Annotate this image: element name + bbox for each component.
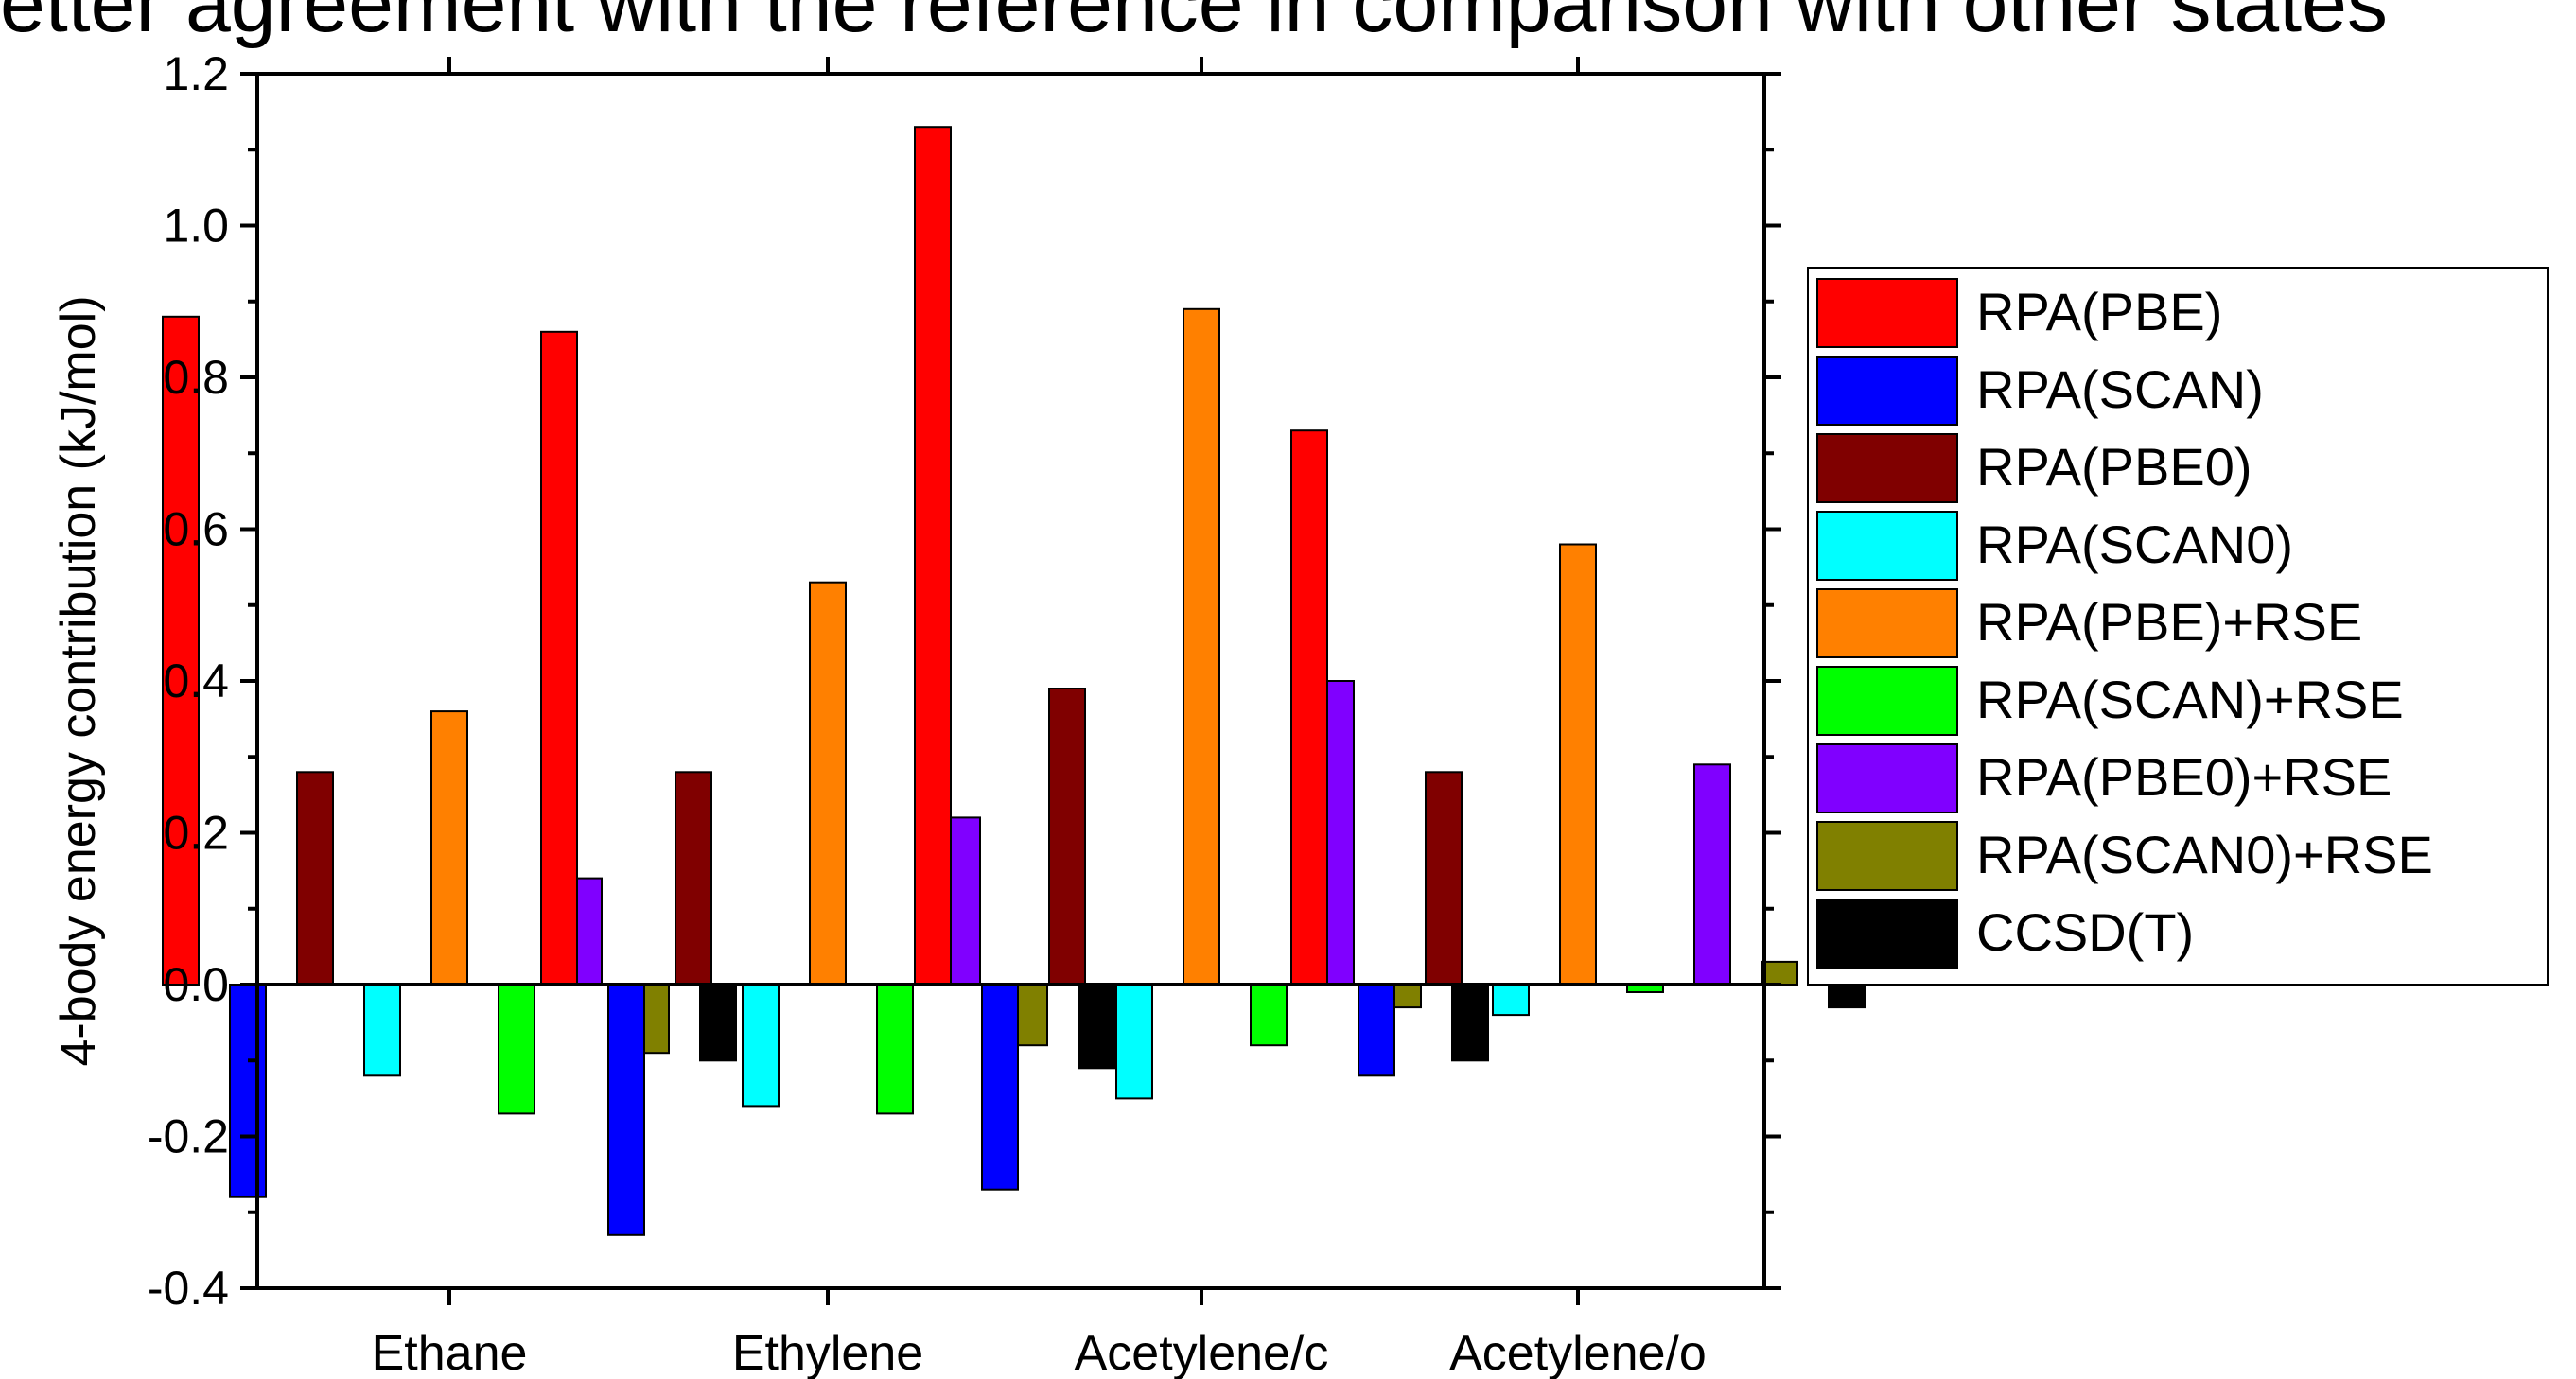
legend-swatch xyxy=(1816,821,1958,891)
x-tick-label: Acetylene/o xyxy=(1449,1326,1707,1379)
x-tick-label: Ethane xyxy=(372,1326,528,1379)
bar-rpa-pbe0-rse-acetylene-o xyxy=(1693,763,1731,986)
y-tick-label: 0.8 xyxy=(163,351,229,404)
bar-rpa-pbe-rse-ethylene xyxy=(809,581,847,986)
ytick-labels: 1.2 1.0 0.8 0.6 0.4 0.2 0.0 -0.2 -0.4 xyxy=(148,47,229,1315)
y-tick-label: 0.2 xyxy=(163,807,229,860)
bars-group xyxy=(162,126,1866,1236)
x-tick-label: Acetylene/c xyxy=(1075,1326,1329,1379)
legend-swatch xyxy=(1816,278,1958,348)
legend-label: CCSD(T) xyxy=(1976,902,2194,962)
legend-label: RPA(PBE)+RSE xyxy=(1976,592,2362,652)
bar-rpa-pbe-rse-ethane xyxy=(430,710,468,986)
legend-label: RPA(SCAN0)+RSE xyxy=(1976,825,2433,884)
bar-rpa-pbe-rse-acetylene-o xyxy=(1559,543,1597,986)
bar-rpa-scan0-rse-acetylene-o xyxy=(1761,960,1798,986)
y-tick-label: -0.2 xyxy=(148,1110,229,1163)
bar-rpa-pbe--ethane xyxy=(162,315,200,986)
bar-rpa-scan0--acetylene-o xyxy=(1492,984,1530,1017)
bar-rpa-scan0--ethylene xyxy=(742,984,780,1108)
bar-rpa-scan--acetylene-c xyxy=(981,984,1019,1191)
legend-swatch xyxy=(1816,356,1958,426)
legend-swatch xyxy=(1816,666,1958,736)
bar-rpa-pbe0--ethylene xyxy=(675,771,712,986)
bar-ccsd-t--acetylene-c xyxy=(1451,984,1489,1062)
legend-swatch xyxy=(1816,588,1958,658)
y-tick-label: -0.4 xyxy=(148,1262,229,1315)
bar-rpa-pbe--ethylene xyxy=(540,330,578,986)
legend: RPA(PBE) RPA(SCAN) RPA(PBE0) RPA(SCAN0) RPA(… xyxy=(1807,267,2549,986)
bar-rpa-pbe0--ethane xyxy=(296,771,334,986)
bar-rpa-pbe--acetylene-c xyxy=(914,126,952,986)
y-tick-label: 0.6 xyxy=(163,503,229,556)
bar-rpa-pbe0--acetylene-o xyxy=(1425,771,1463,986)
bar-rpa-scan-rse-acetylene-c xyxy=(1250,984,1288,1047)
bar-rpa-scan-rse-ethane xyxy=(498,984,535,1115)
bar-ccsd-t--ethane xyxy=(699,984,737,1062)
legend-swatch xyxy=(1816,743,1958,813)
legend-label: RPA(PBE0)+RSE xyxy=(1976,747,2392,807)
y-axis-label: 4-body energy contribution (kJ/mol) xyxy=(51,295,106,1066)
bar-rpa-pbe--acetylene-o xyxy=(1290,429,1328,986)
y-tick-label: 0.0 xyxy=(163,958,229,1011)
y-tick-label: 1.2 xyxy=(163,47,229,100)
legend-swatch xyxy=(1816,511,1958,581)
bar-ccsd-t--ethylene xyxy=(1078,984,1115,1070)
bar-rpa-scan0--ethane xyxy=(363,984,401,1077)
bar-rpa-scan0--acetylene-c xyxy=(1115,984,1153,1100)
legend-label: RPA(SCAN) xyxy=(1976,359,2264,419)
legend-label: RPA(SCAN0) xyxy=(1976,515,2293,574)
ticks-group xyxy=(240,57,1781,1305)
bar-ccsd-t--acetylene-o xyxy=(1828,984,1866,1009)
y-tick-label: 0.4 xyxy=(163,655,229,707)
bar-rpa-pbe0--acetylene-c xyxy=(1048,688,1086,986)
legend-label: RPA(SCAN)+RSE xyxy=(1976,670,2404,729)
bar-rpa-scan--ethane xyxy=(229,984,267,1198)
bar-rpa-pbe-rse-acetylene-c xyxy=(1183,307,1220,986)
top-caption: etter agreement with the reference in co… xyxy=(0,0,2388,49)
legend-swatch xyxy=(1816,899,1958,969)
bar-rpa-scan--ethylene xyxy=(607,984,645,1236)
bar-rpa-scan--acetylene-o xyxy=(1358,984,1395,1077)
x-tick-label: Ethylene xyxy=(732,1326,923,1379)
y-tick-label: 1.0 xyxy=(163,200,229,253)
bar-rpa-scan-rse-ethylene xyxy=(876,984,914,1115)
xtick-labels: Ethane Ethylene Acetylene/c Acetylene/o xyxy=(372,1326,1707,1379)
legend-label: RPA(PBE0) xyxy=(1976,437,2252,497)
legend-swatch xyxy=(1816,433,1958,503)
legend-label: RPA(PBE) xyxy=(1976,282,2222,341)
